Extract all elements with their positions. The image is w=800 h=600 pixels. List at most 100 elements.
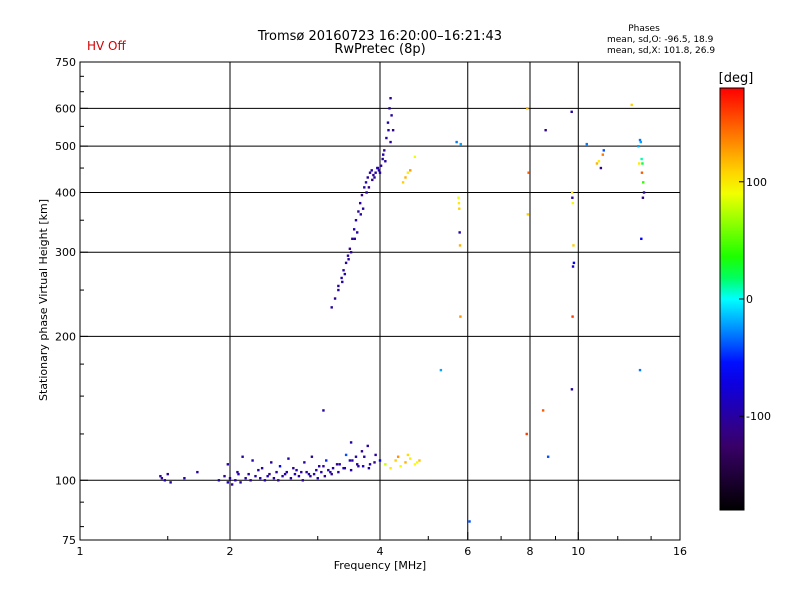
data-point xyxy=(571,196,574,199)
data-point xyxy=(217,479,221,482)
data-point xyxy=(368,463,372,466)
data-point xyxy=(364,181,368,184)
data-point xyxy=(572,261,576,265)
data-point xyxy=(404,176,407,179)
x-axis: 1 2 4 6 8 10 16 xyxy=(77,532,687,558)
data-point xyxy=(183,477,186,480)
data-point xyxy=(409,457,412,460)
data-point xyxy=(597,160,601,163)
colorbar-tick-label: 100 xyxy=(746,176,767,189)
data-point xyxy=(373,461,376,464)
data-point xyxy=(348,459,352,462)
data-point xyxy=(320,470,323,474)
data-point xyxy=(365,191,368,194)
x-tick-label: 4 xyxy=(377,545,384,558)
data-point xyxy=(384,160,387,163)
data-point xyxy=(541,409,545,412)
data-point xyxy=(389,96,392,100)
data-point xyxy=(394,459,397,462)
grid xyxy=(80,62,680,540)
data-point xyxy=(637,144,640,148)
data-point xyxy=(236,470,239,474)
data-point xyxy=(458,244,462,247)
colorbar-tick-label: 0 xyxy=(746,293,753,306)
data-point xyxy=(341,280,344,284)
colorbar: [deg] 100 0 -100 xyxy=(719,71,771,511)
data-point xyxy=(275,470,278,474)
data-point xyxy=(642,191,646,194)
data-point xyxy=(357,465,360,468)
data-point xyxy=(329,470,332,474)
data-point xyxy=(342,269,345,272)
data-point xyxy=(406,453,410,457)
data-point xyxy=(301,479,305,482)
data-point xyxy=(347,258,350,261)
data-point xyxy=(287,457,290,460)
data-point xyxy=(546,455,550,458)
data-point xyxy=(396,455,400,458)
data-point xyxy=(196,470,199,474)
data-point xyxy=(160,477,164,480)
y-tick-label: 750 xyxy=(55,56,76,69)
data-point xyxy=(637,162,641,165)
data-point xyxy=(595,162,599,165)
data-point xyxy=(458,207,461,210)
data-point xyxy=(226,463,230,466)
data-point xyxy=(638,368,642,372)
data-point xyxy=(368,171,372,174)
data-point xyxy=(468,520,471,523)
data-point xyxy=(381,157,384,161)
data-point xyxy=(358,201,362,205)
data-point xyxy=(244,477,247,480)
data-point xyxy=(309,474,312,478)
data-point xyxy=(354,219,358,222)
data-point xyxy=(317,465,321,468)
data-point xyxy=(349,251,353,254)
data-point xyxy=(166,472,169,476)
phase-info-o-mode: mean, sd,O: -96.5, 18.9 xyxy=(607,35,714,45)
data-point xyxy=(327,468,330,472)
data-point xyxy=(344,453,348,457)
data-point xyxy=(163,479,167,482)
colorbar-tick-label: -100 xyxy=(746,410,771,423)
data-point xyxy=(342,466,345,470)
data-point xyxy=(389,140,392,144)
data-point xyxy=(359,213,362,216)
data-point xyxy=(585,142,588,146)
data-point xyxy=(370,169,373,172)
data-point xyxy=(640,171,644,174)
data-point xyxy=(526,107,529,110)
data-point xyxy=(322,465,325,468)
data-point xyxy=(544,128,547,132)
data-point xyxy=(322,409,325,412)
data-point xyxy=(241,455,244,458)
data-point xyxy=(641,196,645,199)
data-point xyxy=(300,470,303,474)
data-point xyxy=(570,110,573,114)
phase-info-heading: Phases xyxy=(628,24,660,34)
data-point xyxy=(169,481,172,484)
data-point xyxy=(458,231,461,234)
data-point xyxy=(249,479,252,482)
data-point xyxy=(247,472,250,476)
data-point xyxy=(630,103,633,107)
data-point xyxy=(378,459,382,462)
data-point xyxy=(571,201,575,205)
data-point xyxy=(602,149,605,152)
data-point xyxy=(571,265,575,268)
data-point xyxy=(355,463,359,466)
data-point xyxy=(325,459,328,462)
data-point xyxy=(418,459,421,462)
data-point xyxy=(310,455,314,458)
chart-subtitle: RwPretec (8p) xyxy=(334,42,425,57)
y-tick-label: 100 xyxy=(55,474,76,487)
data-point xyxy=(237,472,240,476)
data-point xyxy=(409,169,412,172)
data-point xyxy=(331,466,335,470)
data-point xyxy=(459,315,462,318)
data-point xyxy=(599,166,603,170)
data-point xyxy=(638,138,642,142)
data-point xyxy=(283,472,287,476)
colorbar-label: [deg] xyxy=(719,71,754,86)
